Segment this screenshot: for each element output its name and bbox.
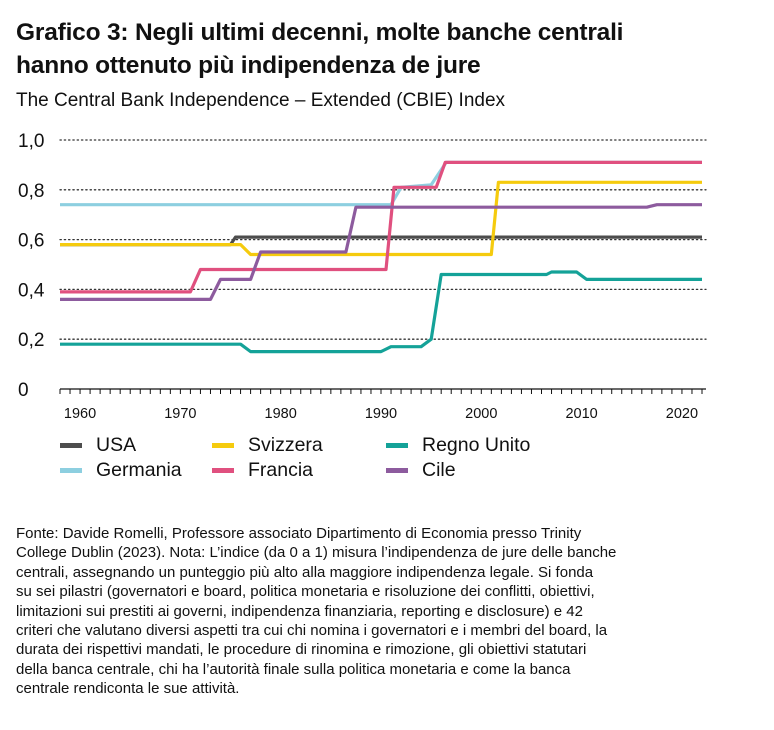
footnote-line: criteri che valutano diversi aspetti tra… (16, 622, 608, 640)
footnote: Fonte: Davide Romelli, Professore associ… (16, 524, 758, 699)
legend-label: Regno Unito (422, 434, 531, 456)
y-tick-label: 0,8 (18, 181, 44, 202)
y-tick-label: 0,6 (18, 231, 44, 252)
y-tick-label: 1,0 (18, 131, 44, 152)
title-line-1: Grafico 3: Negli ultimi decenni, molte b… (16, 19, 624, 46)
x-tick-label: 2010 (565, 406, 597, 422)
legend-item: Germania (60, 458, 182, 482)
footnote-line: limitazioni sui prestiti ai governi, ind… (16, 602, 583, 620)
legend-swatch (60, 467, 82, 473)
footnote-line: della banca centrale, chi ha l’autorità … (16, 660, 571, 678)
y-axis-ticks: 0 0,2 0,4 0,6 0,8 1,0 (18, 131, 45, 401)
legend-swatch (386, 442, 408, 448)
gridlines (59, 139, 707, 340)
y-tick-label: 0 (18, 380, 29, 401)
x-tick-label: 2020 (666, 406, 698, 422)
legend-label: Francia (248, 459, 314, 481)
legend-swatch (212, 467, 234, 473)
series-line-francia (60, 160, 702, 294)
legend-item: USA (60, 433, 136, 457)
y-tick-label: 0,4 (18, 280, 45, 301)
legend-item: Francia (212, 458, 313, 482)
footnote-line: centrale rendiconta le sue attività. (16, 680, 240, 698)
legend-label: Cile (422, 459, 456, 481)
chart-title: Grafico 3: Negli ultimi decenni, molte b… (16, 16, 756, 82)
title-line-2: hanno ottenuto più indipendenza de jure (16, 52, 481, 79)
y-tick-label: 0,2 (18, 330, 44, 351)
footnote-line: centrali, assegnando un punteggio più al… (16, 563, 594, 581)
legend-swatch (60, 442, 82, 448)
legend-item: Svizzera (212, 433, 323, 457)
legend-item: Cile (386, 458, 456, 482)
footnote-line: College Dublin (2023). Nota: L’indice (d… (16, 544, 617, 562)
x-tick-label: 1980 (265, 406, 297, 422)
series-lines (60, 160, 702, 354)
footnote-line: su sei pilastri (governatori e board, po… (16, 583, 595, 601)
footnote-line: Fonte: Davide Romelli, Professore associ… (16, 525, 582, 542)
chart-subtitle: The Central Bank Independence – Extended… (16, 90, 506, 111)
legend-item: Regno Unito (386, 433, 530, 457)
x-tick-label: 1960 (64, 406, 96, 422)
legend-label: USA (96, 434, 137, 456)
series-line-svizzera (60, 180, 702, 257)
x-tick-label: 1970 (164, 406, 196, 422)
legend-label: Germania (96, 459, 182, 481)
x-tick-label: 2000 (465, 406, 497, 422)
series-line-cile (60, 203, 702, 301)
legend-swatch (386, 467, 408, 473)
x-axis: 1960 1970 1980 1990 2000 2010 2020 (59, 388, 706, 422)
line-chart: 0 0,2 0,4 0,6 0,8 1,0 1960 1970 1980 1990 2000 201… (18, 131, 707, 422)
legend-label: Svizzera (248, 434, 323, 456)
series-line-regno-unito (60, 270, 702, 354)
x-tick-label: 1990 (365, 406, 397, 422)
legend-swatch (212, 442, 234, 448)
footnote-line: durata dei rispettivi mandati, le proced… (16, 641, 587, 659)
